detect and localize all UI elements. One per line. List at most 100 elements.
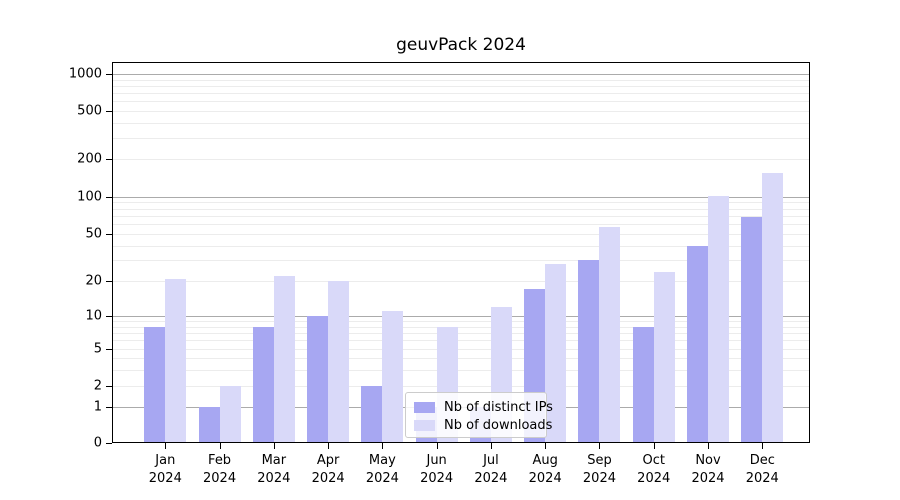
bar-downloads-aug	[545, 263, 567, 443]
x-tick-label-aug: Aug 2024	[528, 453, 562, 486]
bar-ips-mar	[252, 326, 274, 443]
y-tick-label: 5	[93, 341, 102, 357]
bar-ips-nov	[687, 245, 708, 443]
x-tick-mark	[762, 443, 764, 449]
gridline-minor	[112, 245, 810, 247]
x-tick-mark	[165, 443, 167, 449]
x-tick-label-nov: Nov 2024	[691, 453, 725, 486]
bar-ips-may	[361, 386, 383, 443]
downloads-color-swatch	[414, 419, 435, 431]
gridline-major	[112, 196, 810, 198]
right-spine	[809, 62, 810, 443]
x-tick-label-sep: Sep 2024	[582, 453, 616, 486]
bar-ips-oct	[632, 326, 654, 443]
gridline-minor	[112, 159, 810, 160]
y-tick-mark	[106, 281, 112, 282]
gridline-minor	[112, 122, 810, 124]
y-tick-mark	[106, 74, 112, 75]
gridline-minor	[112, 224, 810, 226]
gridline-minor	[112, 349, 810, 351]
y-tick-label: 1	[93, 399, 102, 415]
y-tick-mark	[106, 111, 112, 112]
x-tick-mark	[490, 443, 492, 449]
legend: Nb of distinct IPs Nb of downloads	[405, 392, 553, 438]
y-tick-mark	[106, 196, 112, 198]
bar-ips-dec	[741, 216, 763, 443]
gridline-minor	[112, 137, 810, 139]
left-spine	[112, 62, 113, 443]
y-tick-label: 500	[77, 103, 102, 119]
y-tick-label: 100	[77, 189, 102, 205]
chart-title: geuvPack 2024	[396, 35, 526, 55]
gridline-major	[112, 315, 810, 317]
bar-downloads-feb	[219, 386, 241, 443]
bar-downloads-nov	[708, 195, 729, 443]
bar-ips-feb	[198, 407, 220, 443]
bar-downloads-dec	[762, 172, 784, 443]
legend-item-ips: Nb of distinct IPs	[414, 398, 553, 416]
gridline-minor	[112, 369, 810, 371]
y-tick-label: 200	[77, 151, 102, 167]
x-tick-label-mar: Mar 2024	[257, 453, 291, 486]
y-tick-label: 1000	[68, 66, 102, 82]
y-tick-label: 2	[93, 378, 102, 394]
gridline-minor	[112, 340, 810, 342]
legend-label-ips: Nb of distinct IPs	[444, 399, 553, 415]
y-tick-label: 50	[85, 226, 102, 242]
bar-downloads-jan	[165, 278, 187, 443]
x-tick-mark	[273, 443, 275, 449]
gridline-minor	[112, 208, 810, 210]
x-tick-label-jun: Jun 2024	[420, 453, 454, 486]
bar-downloads-apr	[328, 281, 350, 443]
gridline-minor	[112, 281, 810, 282]
plot-area	[112, 62, 810, 443]
x-tick-label-jan: Jan 2024	[148, 453, 182, 486]
bar-downloads-mar	[273, 276, 295, 443]
y-tick-mark	[106, 159, 112, 160]
gridline-minor	[112, 386, 810, 387]
x-tick-label-may: May 2024	[365, 453, 399, 486]
x-tick-mark	[653, 443, 655, 449]
gridline-minor	[112, 234, 810, 236]
y-tick-label: 10	[85, 308, 102, 324]
x-tick-label-jul: Jul 2024	[474, 453, 508, 486]
gridline-minor	[112, 216, 810, 218]
gridline-minor	[112, 202, 810, 204]
x-tick-mark	[599, 443, 601, 449]
y-tick-label: 0	[93, 435, 102, 451]
legend-item-downloads: Nb of downloads	[414, 416, 552, 434]
gridline-minor	[112, 320, 810, 322]
bar-downloads-may	[382, 310, 404, 443]
bar-ips-jan	[144, 326, 166, 443]
y-tick-mark	[106, 386, 112, 387]
x-tick-mark	[328, 443, 330, 449]
x-tick-label-oct: Oct 2024	[637, 453, 671, 486]
gridline-minor	[112, 260, 810, 262]
y-tick-label: 20	[85, 273, 102, 289]
x-tick-mark	[219, 443, 221, 449]
gridline-minor	[112, 85, 810, 87]
x-tick-label-feb: Feb 2024	[203, 453, 237, 486]
legend-label-downloads: Nb of downloads	[444, 417, 553, 433]
gridline-minor	[112, 111, 810, 112]
bottom-spine	[112, 442, 810, 443]
y-tick-mark	[106, 349, 112, 351]
bar-ips-sep	[578, 260, 600, 443]
ips-color-swatch	[414, 401, 435, 413]
gridline-major	[112, 74, 810, 75]
y-tick-mark	[106, 315, 112, 317]
bar-downloads-oct	[653, 271, 675, 443]
x-tick-mark	[545, 443, 547, 449]
bar-ips-apr	[307, 315, 329, 443]
x-tick-label-apr: Apr 2024	[311, 453, 345, 486]
y-tick-mark	[106, 443, 112, 444]
x-tick-mark	[382, 443, 384, 449]
gridline-minor	[112, 358, 810, 360]
gridline-minor	[112, 326, 810, 328]
bar-downloads-sep	[599, 227, 621, 443]
x-tick-mark	[436, 443, 438, 449]
y-tick-mark	[106, 234, 112, 236]
gridline-minor	[112, 332, 810, 334]
gridline-minor	[112, 101, 810, 103]
